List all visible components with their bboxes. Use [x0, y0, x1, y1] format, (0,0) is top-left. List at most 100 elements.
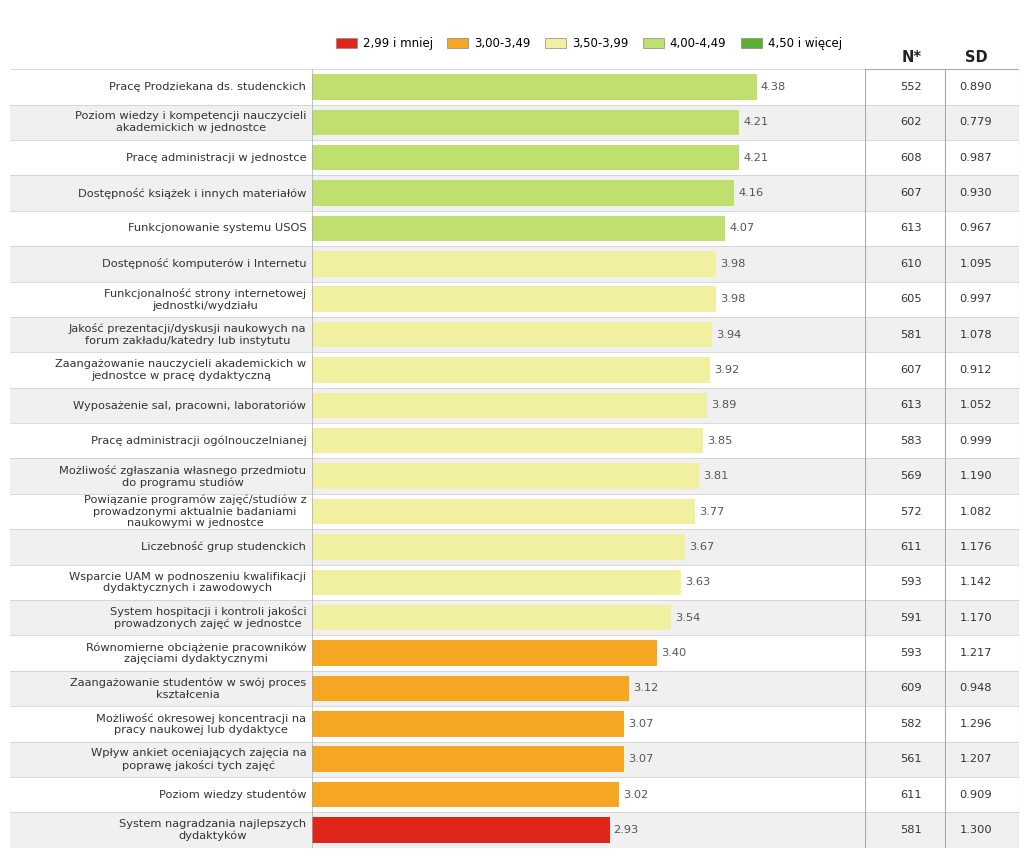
Text: 3.02: 3.02: [623, 790, 648, 799]
Bar: [312, 211, 870, 247]
Bar: [312, 676, 629, 702]
Bar: [10, 741, 312, 777]
Text: 609: 609: [900, 683, 923, 694]
Bar: [865, 388, 1019, 423]
Text: 1.078: 1.078: [959, 330, 992, 340]
Text: 552: 552: [900, 82, 923, 92]
Bar: [865, 777, 1019, 812]
Bar: [312, 636, 870, 670]
Bar: [10, 812, 312, 848]
Text: 0.987: 0.987: [959, 152, 992, 163]
Text: 0.997: 0.997: [959, 294, 992, 304]
Bar: [10, 423, 312, 458]
Text: 3.94: 3.94: [716, 330, 741, 340]
Text: 3.77: 3.77: [699, 507, 724, 516]
Bar: [865, 69, 1019, 105]
Text: 0.930: 0.930: [959, 188, 992, 198]
Bar: [312, 458, 870, 494]
Text: 1.207: 1.207: [959, 754, 992, 765]
Bar: [312, 251, 716, 277]
Bar: [312, 322, 712, 348]
Bar: [10, 636, 312, 670]
Bar: [312, 817, 609, 843]
Text: 1.052: 1.052: [959, 400, 992, 410]
Text: 1.300: 1.300: [959, 825, 992, 835]
Text: 1.142: 1.142: [959, 577, 992, 587]
Text: 593: 593: [900, 577, 923, 587]
Text: 0.948: 0.948: [959, 683, 992, 694]
Text: 2.93: 2.93: [613, 825, 639, 835]
Bar: [865, 140, 1019, 176]
Bar: [312, 247, 870, 281]
Text: Pracę administracji ogólnouczelnianej: Pracę administracji ogólnouczelnianej: [90, 435, 306, 446]
Text: 4.38: 4.38: [761, 82, 786, 92]
Bar: [865, 565, 1019, 600]
Text: 582: 582: [900, 719, 923, 729]
Bar: [312, 782, 618, 807]
Bar: [312, 428, 702, 453]
Bar: [312, 105, 870, 140]
Bar: [10, 777, 312, 812]
Bar: [865, 494, 1019, 529]
Text: 4.16: 4.16: [738, 188, 764, 198]
Bar: [10, 211, 312, 247]
Text: Możliwość okresowej koncentracji na
pracy naukowej lub dydaktyce: Możliwość okresowej koncentracji na prac…: [96, 713, 306, 735]
Bar: [10, 317, 312, 352]
Text: 3.07: 3.07: [628, 754, 653, 765]
Text: System hospitacji i kontroli jakości
prowadzonych zajęć w jednostce: System hospitacji i kontroli jakości pro…: [110, 606, 306, 630]
Bar: [865, 636, 1019, 670]
Text: 3.63: 3.63: [685, 577, 710, 587]
Bar: [312, 569, 681, 595]
Bar: [865, 211, 1019, 247]
Text: 4.07: 4.07: [729, 223, 755, 234]
Bar: [312, 74, 757, 99]
Text: 3.92: 3.92: [714, 365, 739, 375]
Bar: [312, 286, 716, 312]
Bar: [312, 741, 870, 777]
Text: 610: 610: [900, 259, 923, 269]
Text: 607: 607: [900, 365, 923, 375]
Text: N*: N*: [901, 50, 922, 65]
Bar: [312, 317, 870, 352]
Text: Poziom wiedzy i kompetencji nauczycieli
akademickich w jednostce: Poziom wiedzy i kompetencji nauczycieli …: [75, 112, 306, 133]
Bar: [10, 565, 312, 600]
Text: 581: 581: [900, 330, 923, 340]
Bar: [312, 706, 870, 741]
Bar: [312, 215, 725, 241]
Text: 1.217: 1.217: [959, 648, 992, 658]
Bar: [312, 176, 870, 211]
Text: 0.912: 0.912: [959, 365, 992, 375]
Bar: [10, 140, 312, 176]
Bar: [10, 352, 312, 388]
Text: 572: 572: [900, 507, 923, 516]
Bar: [865, 281, 1019, 317]
Text: 611: 611: [900, 790, 923, 799]
Text: Dostępność komputerów i Internetu: Dostępność komputerów i Internetu: [101, 259, 306, 269]
Bar: [865, 706, 1019, 741]
Bar: [312, 711, 624, 737]
Text: 1.296: 1.296: [959, 719, 992, 729]
Text: Liczebność grup studenckich: Liczebność grup studenckich: [141, 541, 306, 553]
Text: 607: 607: [900, 188, 923, 198]
Text: 1.170: 1.170: [959, 612, 992, 623]
Text: 569: 569: [900, 471, 923, 481]
Bar: [865, 529, 1019, 565]
Bar: [312, 670, 870, 706]
Bar: [10, 247, 312, 281]
Text: Poziom wiedzy studentów: Poziom wiedzy studentów: [159, 790, 306, 800]
Bar: [312, 140, 870, 176]
Bar: [312, 640, 657, 666]
Text: System nagradzania najlepszych
dydaktyków: System nagradzania najlepszych dydaktykó…: [119, 819, 306, 841]
Text: 3.81: 3.81: [702, 471, 728, 481]
Bar: [312, 281, 870, 317]
Bar: [312, 357, 710, 382]
Text: 1.095: 1.095: [959, 259, 992, 269]
Text: 561: 561: [900, 754, 923, 765]
Text: 1.082: 1.082: [959, 507, 992, 516]
Text: 613: 613: [900, 400, 923, 410]
Bar: [10, 105, 312, 140]
Bar: [865, 176, 1019, 211]
Bar: [312, 180, 734, 206]
Bar: [10, 281, 312, 317]
Text: 602: 602: [901, 118, 922, 127]
